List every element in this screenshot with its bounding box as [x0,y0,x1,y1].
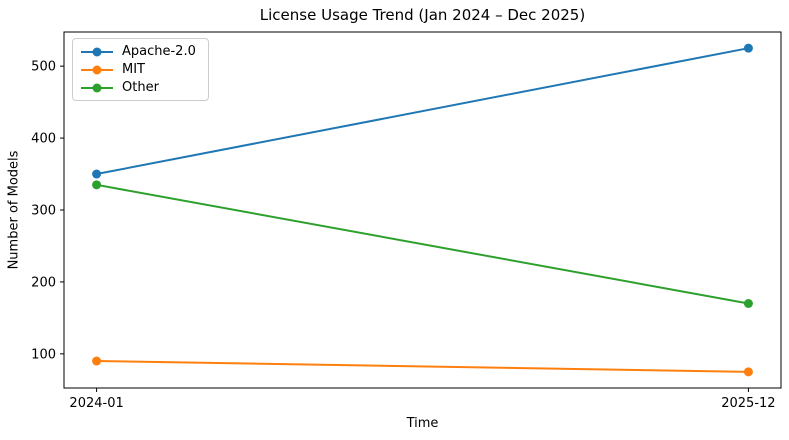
y-tick-label: 100 [31,347,56,362]
legend-label: MIT [122,62,145,77]
data-point [743,43,753,53]
data-point [743,298,753,308]
y-tick-label: 500 [31,60,56,75]
x-axis-label: Time [406,416,439,431]
x-tick-label: 2024-01 [69,396,123,411]
data-point [92,180,102,190]
series-line-other [96,183,749,305]
legend-item: Apache-2.0 [81,45,196,58]
x-tick-label: 2025-12 [721,396,775,411]
y-tick-label: 200 [31,275,56,290]
series-line-apache-2-0 [96,47,749,176]
legend-item: Other [81,81,196,94]
series-line-mit [96,360,749,373]
legend-item: MIT [81,63,196,76]
legend-label: Other [122,80,159,95]
y-tick-label: 400 [31,132,56,147]
data-point [92,169,102,179]
data-point [743,367,753,377]
chart-title: License Usage Trend (Jan 2024 – Dec 2025… [259,6,586,24]
legend-swatch-icon [81,47,113,56]
legend-swatch-icon [81,65,113,74]
y-axis-label: Number of Models [6,150,22,270]
legend-label: Apache-2.0 [122,44,196,59]
y-tick-label: 300 [31,204,56,219]
legend-swatch-icon [81,83,113,92]
data-point [92,356,102,366]
legend: Apache-2.0 MIT Other [72,38,209,101]
